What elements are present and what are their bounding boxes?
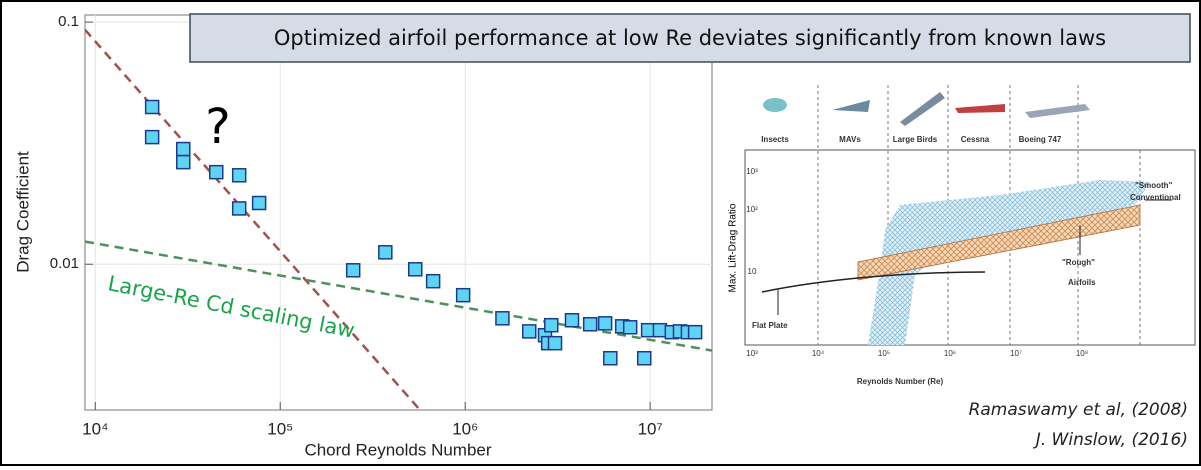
smooth-region [868, 180, 1150, 345]
inset-x-tick-label: 10⁵ [878, 349, 890, 358]
icons [763, 92, 1090, 126]
inset-label: Airfoils [1068, 278, 1096, 287]
inset-figure: Max. Lift-Drag Ratio Reynolds Number (Re… [728, 85, 1196, 386]
inset-x-tick-label: 10⁷ [1010, 349, 1022, 358]
citation: J. Winslow, (2016) [1033, 430, 1188, 450]
data-point [378, 245, 393, 260]
y-tick-label: 0.01 [50, 255, 79, 272]
data-point [603, 350, 618, 366]
data-point [175, 141, 191, 157]
x-tick-label: 10⁵ [267, 419, 293, 438]
data-point [582, 317, 598, 332]
data-point [495, 311, 510, 326]
data-point [407, 262, 423, 277]
inset-class-label: Boeing 747 [1019, 135, 1062, 144]
data-point [636, 350, 652, 366]
inset-x-tick-label: 10⁶ [944, 349, 956, 358]
inset-x-tick-label: 10⁸ [1076, 349, 1088, 358]
inset-class-label: Insects [761, 135, 789, 144]
data-point [209, 164, 224, 180]
data-point [175, 154, 191, 170]
data-point [345, 263, 361, 278]
data-point [564, 312, 580, 328]
inset-class-label: MAVs [839, 135, 861, 144]
inset-class-label: Cessna [961, 135, 990, 144]
inset-label: "Rough" [1062, 258, 1095, 267]
data-point [652, 322, 668, 338]
inset-class-label: Large Birds [893, 135, 938, 144]
data-point [455, 287, 471, 303]
data-point [231, 168, 247, 183]
data-point [597, 316, 613, 331]
series-layer [85, 28, 712, 410]
data-point [144, 129, 160, 145]
data-point [144, 99, 160, 115]
y-tick-label: 0.1 [58, 13, 79, 30]
data-point [622, 320, 638, 335]
banner-box [189, 13, 1191, 63]
inset-label: Conventional [1130, 193, 1181, 202]
data-point [640, 322, 656, 338]
data-point [425, 273, 441, 289]
citation: Ramaswamy et al, (2008) [969, 400, 1188, 420]
inset-label: "Smooth" [1135, 181, 1173, 190]
inset-y-tick-label: 10² [746, 205, 758, 214]
inset-y-tick-label: 10³ [746, 167, 758, 176]
data-point [231, 201, 247, 216]
inset-y-label: Max. Lift-Drag Ratio [728, 203, 739, 292]
inset-label: Flat Plate [752, 321, 788, 330]
trend-line [85, 28, 421, 410]
banner: Optimized airfoil performance at low Re … [274, 26, 1106, 50]
data-point [687, 324, 703, 340]
x-axis-label: Chord Reynolds Number [304, 440, 491, 459]
rough-band [857, 204, 1141, 281]
annotation: ? [205, 99, 230, 155]
x-tick-label: 10⁷ [638, 419, 663, 438]
data-point [547, 335, 563, 351]
data-point [544, 317, 559, 333]
plot [84, 14, 713, 411]
flat-plate-curve [761, 271, 986, 293]
plot-frame [84, 14, 713, 411]
inset-x-label: Reynolds Number (Re) [857, 377, 944, 386]
inset-x-tick-label: 10⁴ [812, 349, 825, 358]
x-tick-label: 10⁶ [452, 419, 478, 438]
y-axis-label: Drag Coefficient [13, 151, 32, 273]
data-point [251, 195, 267, 211]
inset-x-tick-label: 10³ [746, 349, 758, 358]
x-tick-label: 10⁴ [82, 419, 108, 438]
inset-y-tick-label: 10 [748, 267, 757, 276]
trend-line [85, 240, 712, 352]
data-point [521, 324, 537, 339]
